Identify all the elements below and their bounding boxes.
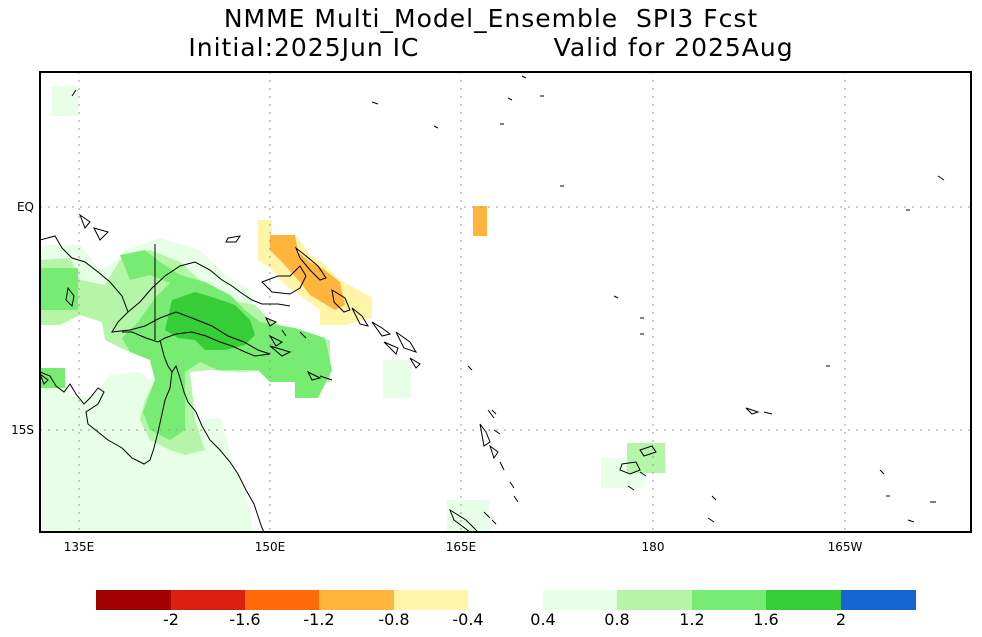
cb-label-dry-0: -2 bbox=[163, 610, 179, 629]
cb-dry-0 bbox=[96, 590, 171, 610]
cb-dry-1 bbox=[171, 590, 245, 610]
coast-solomons bbox=[351, 307, 421, 369]
cb-wet-4 bbox=[841, 590, 916, 610]
coast-australia bbox=[40, 364, 265, 532]
shade-nw-aus-green bbox=[40, 368, 65, 388]
coastlines bbox=[40, 75, 945, 532]
map-title: NMME Multi_Model_Ensemble SPI3 Fcst bbox=[223, 4, 759, 33]
coast-nw-islands bbox=[40, 286, 75, 385]
lat-label-eq: EQ bbox=[17, 200, 34, 214]
shade-solomon-light bbox=[383, 360, 411, 398]
shade-bismarck-orange bbox=[270, 235, 345, 310]
map-subtitle: Initial:2025Jun IC Valid for 2025Aug bbox=[0, 33, 982, 62]
lon-label-150e: 150E bbox=[255, 540, 286, 554]
coast-new-caledonia bbox=[448, 508, 497, 532]
cb-label-wet-0: 0.4 bbox=[530, 610, 556, 629]
cb-label-wet-4: 2 bbox=[835, 610, 847, 629]
lon-label-135e: 135E bbox=[64, 540, 95, 554]
cb-dry-4 bbox=[394, 590, 468, 610]
coast-fiji bbox=[619, 445, 657, 491]
cb-label-wet-1: 0.8 bbox=[604, 610, 630, 629]
coast-micronesia bbox=[371, 95, 945, 415]
valid-period-label: Valid for 2025Aug bbox=[553, 33, 794, 62]
shade-nauru-orange bbox=[473, 206, 487, 236]
shade-png-dark bbox=[165, 292, 255, 350]
coast-new-britain bbox=[261, 265, 307, 295]
coast-samoa bbox=[745, 407, 773, 415]
cb-label-dry-1: -1.6 bbox=[229, 610, 261, 629]
spi-shading bbox=[40, 86, 665, 532]
cb-label-wet-3: 1.6 bbox=[753, 610, 779, 629]
cb-wet-3 bbox=[766, 590, 841, 610]
coast-bougainville bbox=[331, 288, 351, 313]
lon-label-165w: 165W bbox=[828, 540, 863, 554]
lon-label-165e: 165E bbox=[446, 540, 477, 554]
lat-label-15s: 15S bbox=[11, 423, 34, 437]
shade-australia-light bbox=[40, 360, 252, 532]
lon-label-180: 180 bbox=[642, 540, 665, 554]
shade-vanuatu-light bbox=[447, 500, 489, 532]
coast-islands-misc bbox=[78, 213, 333, 381]
coast-vanuatu bbox=[479, 409, 519, 503]
coast-manus bbox=[225, 235, 242, 243]
coast-tonga bbox=[707, 469, 885, 523]
coast-new-ireland bbox=[294, 246, 327, 281]
coast-new-guinea bbox=[40, 235, 291, 357]
coast-far-east bbox=[71, 75, 936, 523]
cb-label-dry-2: -1.2 bbox=[303, 610, 335, 629]
coast-cape-york bbox=[159, 339, 173, 373]
cb-wet-0 bbox=[543, 590, 617, 610]
map-grid bbox=[40, 72, 971, 532]
shade-w-png-green bbox=[40, 268, 78, 310]
cb-label-dry-3: -0.8 bbox=[378, 610, 410, 629]
cb-dry-2 bbox=[245, 590, 319, 610]
cb-label-dry-4: -0.4 bbox=[452, 610, 484, 629]
cb-dry-3 bbox=[319, 590, 394, 610]
map-frame bbox=[39, 71, 972, 533]
shade-nw-box bbox=[52, 86, 78, 116]
initial-condition-label: Initial:2025Jun IC bbox=[188, 33, 420, 62]
axis-labels: 135E 150E 165E 180 165W EQ 15S bbox=[11, 200, 862, 554]
cb-wet-2 bbox=[692, 590, 766, 610]
cb-label-wet-2: 1.2 bbox=[679, 610, 705, 629]
colorbar bbox=[96, 590, 916, 610]
cb-wet-1 bbox=[617, 590, 692, 610]
